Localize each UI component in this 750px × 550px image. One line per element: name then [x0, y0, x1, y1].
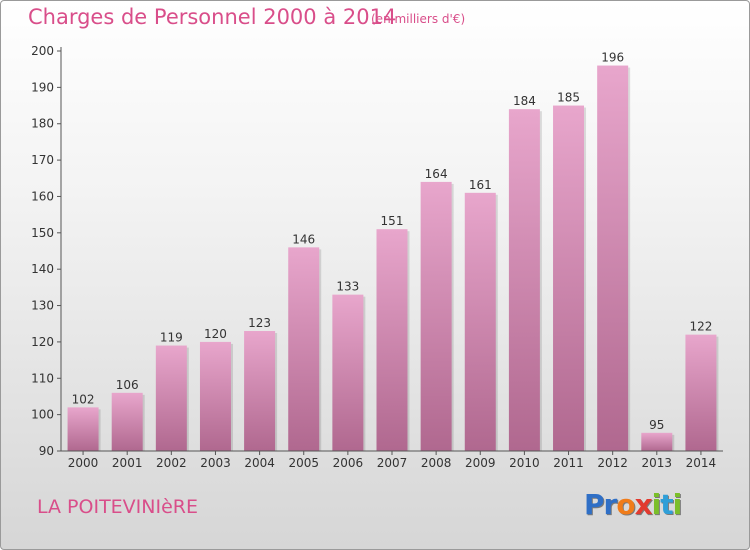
bar — [553, 105, 585, 451]
y-tick-label: 170 — [31, 153, 54, 167]
bar-value-label: 119 — [160, 331, 183, 345]
y-tick-label: 180 — [31, 117, 54, 131]
bar — [420, 181, 452, 451]
x-tick-label: 2000 — [68, 456, 99, 470]
x-tick-label: 2004 — [244, 456, 275, 470]
logo-letter: o — [616, 488, 635, 521]
y-tick-label: 140 — [31, 262, 54, 276]
bar — [155, 345, 187, 451]
bar-value-label: 151 — [381, 214, 404, 228]
y-tick-label: 90 — [39, 444, 54, 458]
logo-letter: i — [651, 488, 662, 521]
bar-value-label: 164 — [425, 167, 448, 181]
bar-value-label: 196 — [601, 51, 624, 65]
y-tick-label: 190 — [31, 80, 54, 94]
y-tick-label: 160 — [31, 189, 54, 203]
bar-value-label: 161 — [469, 178, 492, 192]
y-tick-label: 150 — [31, 226, 54, 240]
bar-value-label: 106 — [116, 378, 139, 392]
y-tick-label: 110 — [31, 371, 54, 385]
y-tick-label: 130 — [31, 299, 54, 313]
bar — [685, 334, 717, 451]
bar-value-label: 184 — [513, 94, 536, 108]
x-tick-label: 2003 — [200, 456, 231, 470]
bar — [597, 65, 629, 451]
x-tick-label: 2008 — [421, 456, 452, 470]
bar-value-label: 146 — [292, 232, 315, 246]
x-tick-label: 2011 — [553, 456, 584, 470]
x-tick-label: 2005 — [288, 456, 319, 470]
bar — [288, 247, 320, 451]
x-tick-label: 2001 — [112, 456, 143, 470]
x-tick-label: 2002 — [156, 456, 187, 470]
y-tick-label: 120 — [31, 335, 54, 349]
bar — [199, 341, 231, 451]
bar — [332, 294, 364, 451]
logo-letter: i — [672, 488, 683, 521]
x-tick-label: 2013 — [642, 456, 673, 470]
chart-subtitle: (en milliers d'€) — [371, 12, 466, 26]
bar — [111, 392, 143, 451]
bar — [464, 192, 496, 451]
x-tick-label: 2012 — [597, 456, 628, 470]
logo-letter: t — [660, 488, 673, 521]
y-tick-label: 200 — [31, 44, 54, 58]
chart-title: Charges de Personnel 2000 à 2014 — [28, 5, 397, 29]
logo-letter: x — [634, 488, 653, 521]
bar-value-label: 102 — [72, 392, 95, 406]
bar-value-label: 120 — [204, 327, 227, 341]
bar — [508, 109, 540, 451]
x-tick-label: 2014 — [686, 456, 717, 470]
x-tick-label: 2010 — [509, 456, 540, 470]
x-tick-label: 2009 — [465, 456, 496, 470]
bar — [641, 432, 673, 451]
bar — [376, 229, 408, 451]
logo-letter: r — [603, 488, 618, 521]
bar-value-label: 185 — [557, 91, 580, 105]
bar — [67, 407, 99, 451]
bar-value-label: 95 — [649, 418, 664, 432]
proxiti-logo: Proxiti — [584, 488, 683, 521]
bar-value-label: 133 — [336, 280, 359, 294]
bar-chart: 90 100 110 120 130 140 150 160 170 180 190 200 102 2… — [31, 44, 723, 470]
x-tick-label: 2006 — [333, 456, 364, 470]
bar-value-label: 123 — [248, 316, 271, 330]
y-tick-label: 100 — [31, 408, 54, 422]
place-name: LA POITEVINIèRE — [37, 496, 198, 518]
bar-value-label: 122 — [689, 320, 712, 334]
x-tick-label: 2007 — [377, 456, 408, 470]
logo-letter: P — [584, 488, 605, 521]
bar — [244, 331, 276, 451]
